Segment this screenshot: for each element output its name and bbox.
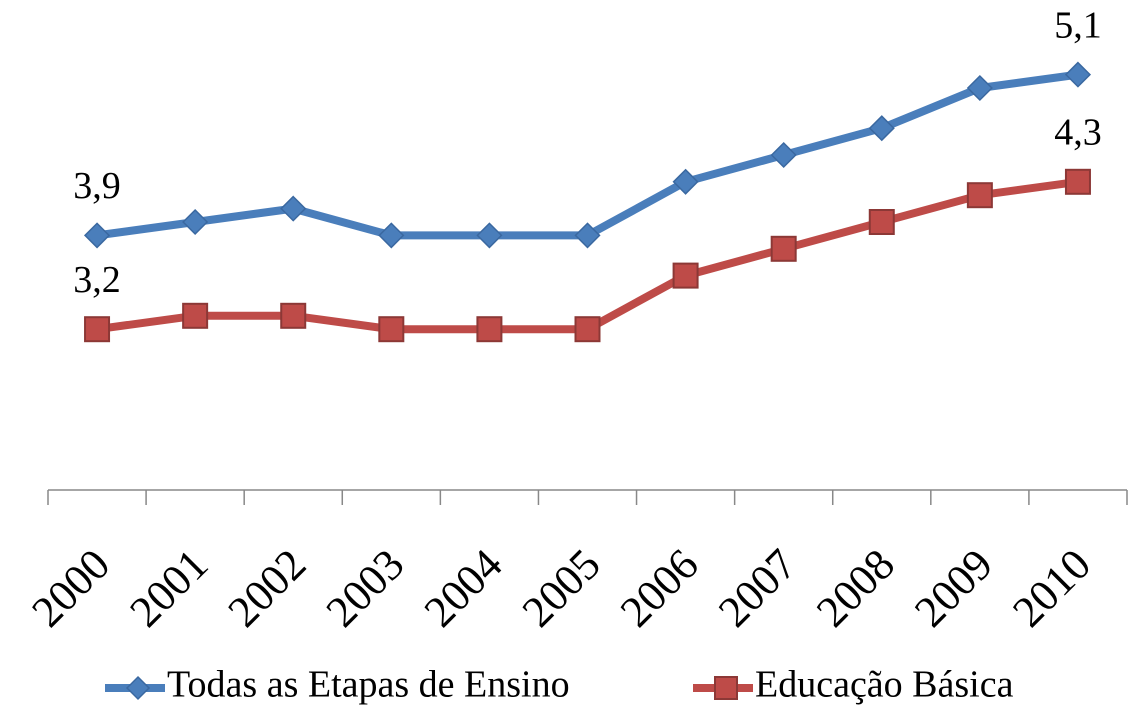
marker xyxy=(574,222,601,249)
x-tick-label: 2003 xyxy=(317,540,414,637)
marker xyxy=(280,195,307,222)
marker xyxy=(378,222,405,249)
marker xyxy=(714,676,738,700)
x-tick-label: 2006 xyxy=(611,540,708,637)
legend-label: Todas as Etapas de Ensino xyxy=(167,664,570,706)
marker xyxy=(125,675,151,701)
x-tick-label: 2008 xyxy=(807,540,904,637)
marker xyxy=(672,262,699,289)
marker xyxy=(868,209,895,235)
data-label: 3,9 xyxy=(73,165,121,207)
legend: Todas as Etapas de Ensino Educação Básica xyxy=(105,664,1014,706)
marker xyxy=(378,316,405,343)
marker xyxy=(966,182,993,209)
marker xyxy=(770,141,797,169)
marker xyxy=(280,302,307,329)
x-tick-label: 2004 xyxy=(415,540,512,637)
line xyxy=(96,177,1079,334)
data-label: 3,2 xyxy=(73,259,121,301)
marker xyxy=(182,302,209,329)
x-tick-label: 2001 xyxy=(120,540,217,637)
marker xyxy=(1064,61,1092,88)
marker xyxy=(868,115,895,142)
marker xyxy=(83,222,111,249)
x-tick-label: 2002 xyxy=(219,540,316,637)
marker xyxy=(770,235,797,262)
series: 3,9 5,1 xyxy=(73,4,1102,249)
marker xyxy=(966,74,993,102)
data-label: 4,3 xyxy=(1054,112,1102,154)
data-label: 5,1 xyxy=(1054,4,1102,46)
x-tick-label: 2000 xyxy=(22,540,119,637)
marker xyxy=(182,208,209,236)
marker xyxy=(672,168,699,195)
marker xyxy=(476,222,503,249)
series: 3,2 4,3 xyxy=(73,112,1102,343)
legend-label: Educação Básica xyxy=(755,664,1014,706)
marker xyxy=(476,316,503,343)
marker xyxy=(1064,168,1091,195)
x-tick-label: 2005 xyxy=(513,540,610,637)
marker xyxy=(574,316,601,343)
marker xyxy=(84,316,111,343)
x-tick-label: 2010 xyxy=(1003,540,1100,637)
x-tick-label: 2007 xyxy=(709,540,806,637)
x-tick-label: 2009 xyxy=(905,540,1002,637)
